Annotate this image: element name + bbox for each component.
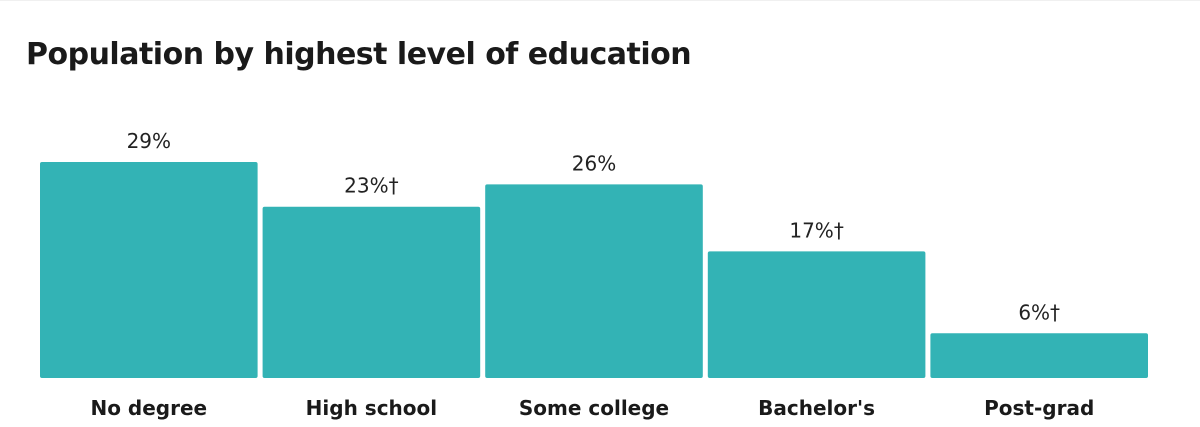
bar-post-grad (930, 333, 1148, 378)
bars-group (40, 162, 1148, 378)
category-label-bachelor-s: Bachelor's (758, 396, 875, 420)
chart-title: Population by highest level of education (26, 37, 692, 72)
category-label-post-grad: Post-grad (984, 396, 1094, 420)
value-labels-group: 29% 23%† 26% 17%† 6%† (127, 129, 1060, 324)
value-label-no-degree: 29% (127, 129, 171, 153)
value-label-some-college: 26% (572, 151, 616, 175)
bar-bachelor-s (707, 251, 926, 378)
bar-no-degree (40, 162, 258, 378)
value-label-bachelor-s: 17%† (789, 218, 843, 242)
category-label-no-degree: No degree (90, 396, 207, 420)
value-label-high-school: 23%† (344, 174, 398, 198)
bar-some-college (485, 184, 703, 378)
category-label-high-school: High school (306, 396, 437, 420)
category-label-some-college: Some college (519, 396, 669, 420)
category-labels-group: No degree High school Some college Bachelor… (90, 396, 1094, 420)
value-label-post-grad: 6%† (1018, 300, 1060, 324)
bar-high-school (262, 206, 481, 378)
